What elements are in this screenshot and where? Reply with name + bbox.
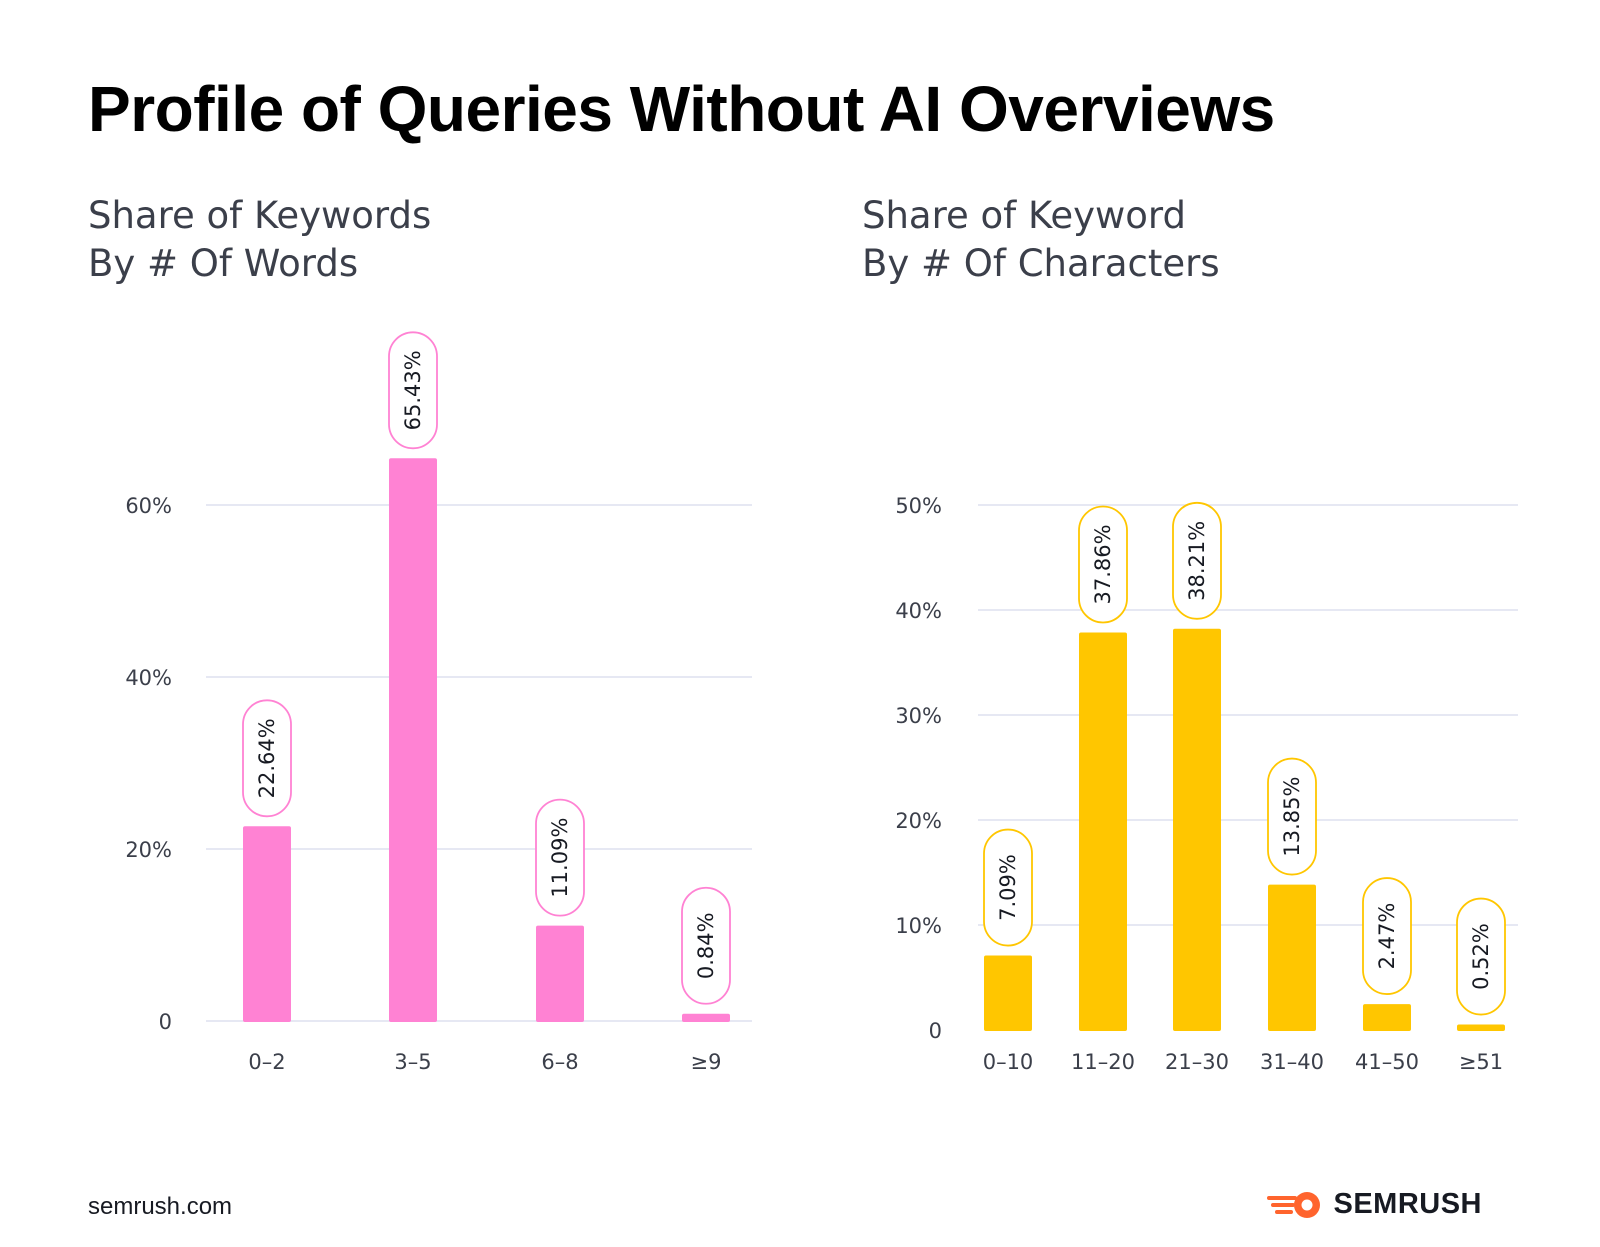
words-value-label: 65.43% [401, 350, 425, 430]
characters-category-label: 31–40 [1260, 1050, 1324, 1074]
words-bar[interactable] [536, 925, 584, 1022]
characters-bar[interactable] [1268, 884, 1316, 1031]
right-chart-title-line-1: Share of Keyword [862, 194, 1186, 237]
words-category-label: 6–8 [541, 1050, 578, 1074]
footer-url[interactable]: semrush.com [88, 1193, 233, 1220]
characters-y-tick-label: 20% [895, 809, 942, 833]
left-chart-title: Share of Keywords By # Of Words [88, 192, 431, 288]
words-y-tick-label: 20% [125, 838, 172, 862]
characters-value-pill [983, 828, 1033, 947]
characters-bar[interactable] [1079, 632, 1127, 1031]
characters-category-label: 11–20 [1071, 1050, 1135, 1074]
characters-value-pill [1362, 877, 1412, 995]
words-value-pill [681, 886, 731, 1005]
words-value-pill [535, 798, 585, 917]
words-value-pill [242, 699, 292, 818]
characters-bar[interactable] [1363, 1004, 1411, 1031]
right-chart-title-line-2: By # Of Characters [862, 242, 1220, 285]
characters-y-tick-label: 40% [895, 599, 942, 623]
words-y-tick-label: 40% [125, 666, 172, 690]
characters-y-tick-label: 0 [929, 1019, 942, 1043]
left-chart-title-line-1: Share of Keywords [88, 194, 432, 237]
words-y-tick-label: 60% [125, 494, 172, 518]
characters-bar[interactable] [1173, 628, 1221, 1031]
characters-bar[interactable] [984, 955, 1032, 1031]
characters-bar[interactable] [1457, 1024, 1505, 1031]
characters-value-label: 37.86% [1091, 524, 1115, 604]
words-value-pill [388, 331, 438, 450]
characters-value-label: 13.85% [1280, 777, 1304, 857]
semrush-logo: SEMRUSH [1267, 1188, 1482, 1221]
semrush-flame-icon [1267, 1191, 1321, 1218]
characters-value-pill [1172, 501, 1222, 620]
characters-category-label: 21–30 [1165, 1050, 1229, 1074]
characters-value-pill [1078, 505, 1128, 624]
page-title: Profile of Queries Without AI Overviews [88, 73, 1275, 145]
characters-value-pill [1267, 757, 1317, 876]
words-value-label: 11.09% [548, 818, 572, 898]
characters-y-tick-label: 10% [895, 914, 942, 938]
words-y-tick-label: 0 [159, 1010, 172, 1034]
characters-value-pill [1456, 897, 1506, 1016]
characters-y-tick-label: 50% [895, 494, 942, 518]
left-chart-title-line-2: By # Of Words [88, 242, 359, 285]
words-bar[interactable] [682, 1013, 730, 1022]
right-chart-title: Share of Keyword By # Of Characters [862, 192, 1220, 288]
words-category-label: 3–5 [394, 1050, 431, 1074]
words-value-label: 22.64% [255, 718, 279, 798]
characters-y-tick-label: 30% [895, 704, 942, 728]
characters-category-label: 41–50 [1355, 1050, 1419, 1074]
characters-category-label: ≥51 [1459, 1050, 1503, 1074]
words-category-label: 0–2 [248, 1050, 285, 1074]
words-category-label: ≥9 [691, 1050, 722, 1074]
characters-value-label: 38.21% [1185, 521, 1209, 601]
semrush-wordmark: SEMRUSH [1333, 1188, 1482, 1220]
characters-value-label: 2.47% [1375, 903, 1399, 970]
words-bar[interactable] [389, 458, 437, 1022]
characters-category-label: 0–10 [983, 1050, 1034, 1074]
characters-value-label: 7.09% [996, 854, 1020, 921]
characters-value-label: 0.52% [1469, 923, 1493, 990]
words-bar[interactable] [243, 826, 291, 1022]
words-value-label: 0.84% [694, 912, 718, 979]
